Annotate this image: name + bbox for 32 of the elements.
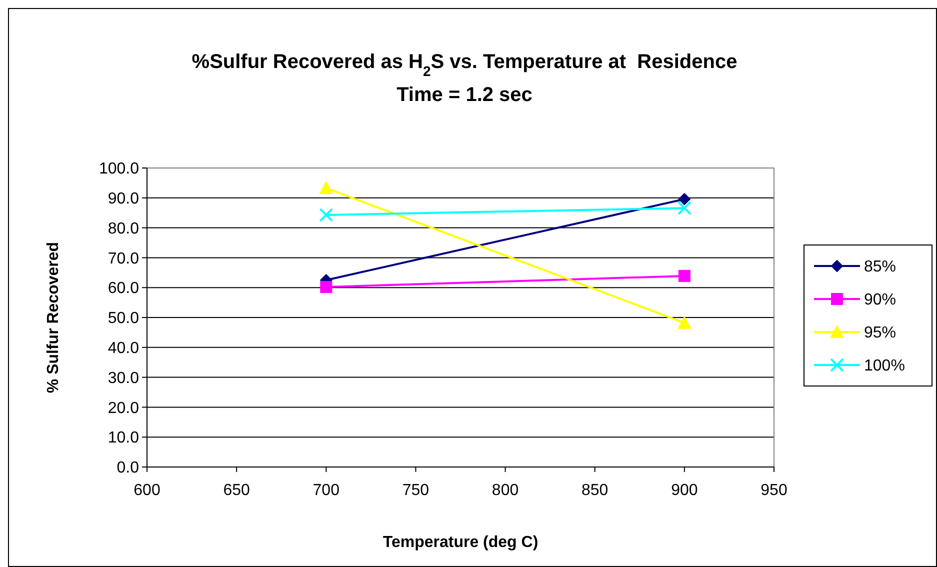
x-tick-label: 650 — [223, 482, 250, 499]
point — [319, 208, 334, 222]
x-tick-label: 950 — [760, 482, 788, 499]
chart-subtitle: Time = 1.2 sec — [396, 84, 532, 106]
y-tick-label: 30.0 — [108, 370, 140, 387]
y-tick-label: 70.0 — [108, 250, 140, 268]
legend-label: 95% — [864, 324, 896, 342]
y-tick-label: 100.0 — [98, 160, 140, 178]
y-tick-label: 90.0 — [108, 190, 140, 208]
x-tick-label: 700 — [312, 482, 340, 499]
x-tick-label: 900 — [671, 482, 698, 499]
y-tick-label: 60.0 — [108, 280, 140, 298]
y-tick-label: 40.0 — [108, 340, 140, 357]
x-tick-label: 600 — [134, 482, 160, 499]
y-tick-label: 50.0 — [108, 310, 140, 328]
x-tick-label: 850 — [582, 482, 608, 499]
legend-label: 90% — [864, 292, 896, 309]
y-axis-title: % Sulfur Recovered — [45, 242, 62, 394]
y-tick-label: 0.0 — [116, 460, 140, 477]
point — [320, 281, 332, 293]
chart-title: %Sulfur Recovered as H$_{2}$S vs. Temperature at Residence — [192, 51, 738, 79]
y-tick-label: 80.0 — [108, 220, 140, 238]
y-tick-label: 20.0 — [108, 400, 140, 417]
x-tick-label: 750 — [402, 482, 430, 499]
point — [678, 192, 691, 206]
x-axis-title: Temperature (deg C) — [382, 534, 538, 551]
legend-label: 85% — [864, 258, 896, 276]
point — [677, 201, 692, 216]
y-tick-label: 10.0 — [108, 430, 140, 447]
legend-label: 100% — [864, 358, 905, 375]
point — [678, 270, 690, 282]
x-tick-label: 800 — [492, 482, 519, 499]
